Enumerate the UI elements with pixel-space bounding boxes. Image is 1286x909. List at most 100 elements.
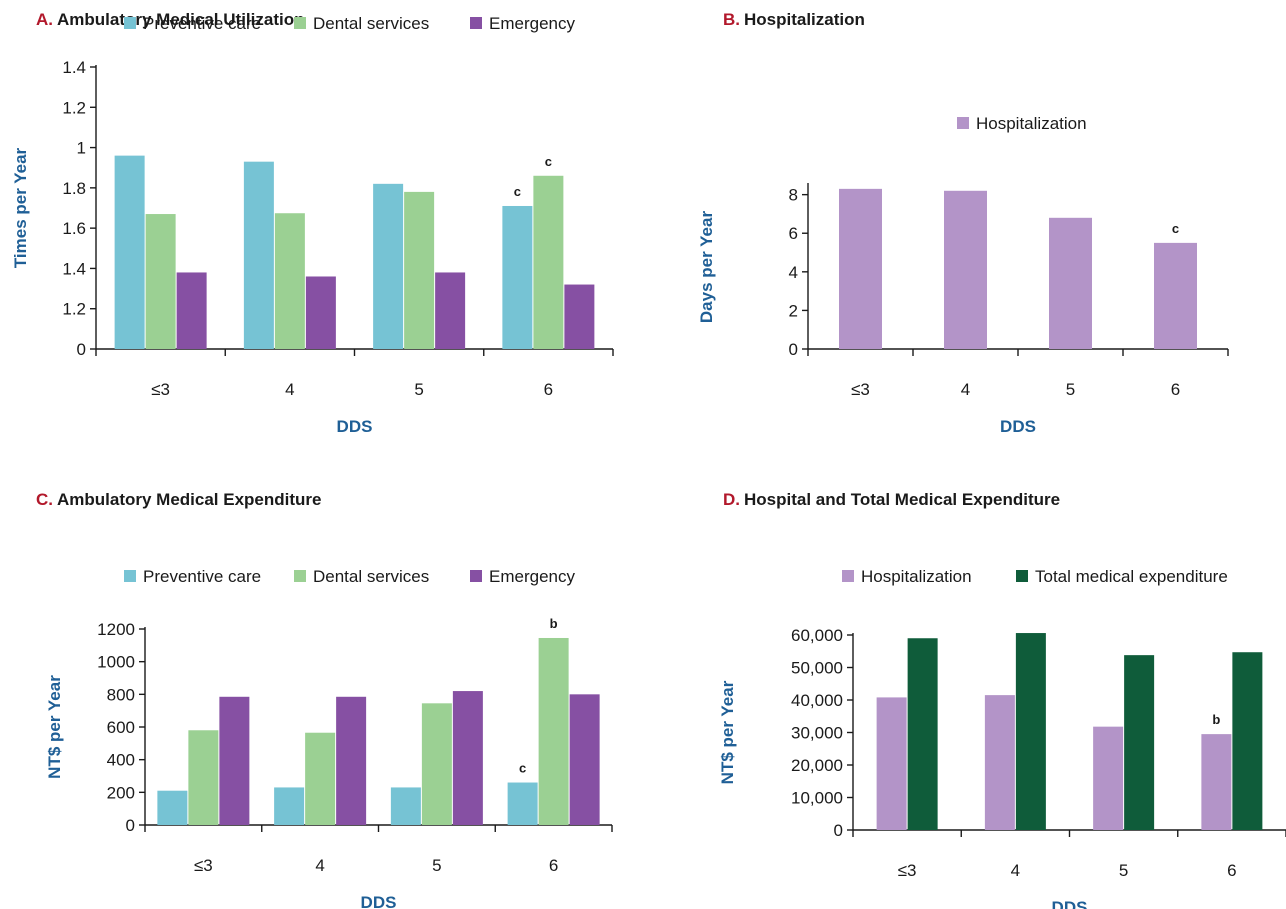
panel-c-legend-label-3: Emergency bbox=[489, 567, 575, 586]
panel-c-title: C. Ambulatory Medical Expenditure bbox=[36, 490, 322, 509]
panel-b-category-label: 6 bbox=[1171, 380, 1180, 399]
panel-a-category-label: 5 bbox=[414, 380, 423, 399]
panel-d-ytick-label: 10,000 bbox=[791, 789, 843, 808]
panel-c-significance-mark: c bbox=[519, 761, 526, 776]
panel-d-category-label: ≤3 bbox=[898, 861, 917, 880]
panel-d-bar-1-3 bbox=[1093, 726, 1124, 830]
panel-d-category-label: 5 bbox=[1119, 861, 1128, 880]
panel-b-category-label: ≤3 bbox=[851, 380, 870, 399]
panel-d-ytick-label: 30,000 bbox=[791, 724, 843, 743]
panel-d-category-label: 6 bbox=[1227, 861, 1236, 880]
panel-b-bar-1-1 bbox=[839, 188, 882, 349]
panel-a-ytick-label: 0 bbox=[77, 340, 86, 359]
panel-d-letter: D. bbox=[723, 490, 740, 509]
panel-d-significance-mark: b bbox=[1212, 712, 1220, 727]
panel-d-legend-label-2: Total medical expenditure bbox=[1035, 567, 1228, 586]
panel-c-ytick-label: 800 bbox=[107, 685, 135, 704]
panel-a-bar-3-1 bbox=[176, 272, 207, 349]
panel-c-ytick-label: 400 bbox=[107, 751, 135, 770]
panel-c-bar-2-1 bbox=[188, 730, 219, 825]
panel-b-category-label: 4 bbox=[961, 380, 970, 399]
panel-b-ytick-label: 0 bbox=[789, 340, 798, 359]
panel-c-category-label: 5 bbox=[432, 856, 441, 875]
panel-b-bar-1-4 bbox=[1154, 242, 1197, 349]
panel-a-bar-3-3 bbox=[435, 272, 466, 349]
panel-b-bar-1-2 bbox=[944, 190, 987, 349]
panel-d-bar-2-4 bbox=[1232, 652, 1263, 830]
panel-c-legend-swatch-3 bbox=[470, 570, 482, 582]
panel-a-ytick-label: 1.2 bbox=[62, 98, 86, 117]
panel-a-x-axis-title: DDS bbox=[337, 417, 373, 436]
panel-a-legend-label-2: Dental services bbox=[313, 14, 429, 33]
panel-d-ytick-label: 60,000 bbox=[791, 626, 843, 645]
panel-c-bar-1-1 bbox=[157, 790, 188, 825]
panel-a-letter: A. bbox=[36, 10, 53, 29]
panel-a-category-label: ≤3 bbox=[151, 380, 170, 399]
panel-c-bar-1-3 bbox=[390, 787, 421, 825]
panel-c-x-axis-title: DDS bbox=[361, 893, 397, 909]
panel-b-legend-swatch-1 bbox=[957, 117, 969, 129]
panel-d: D. Hospital and Total Medical Expenditure… bbox=[718, 490, 1286, 909]
panel-c-ytick-label: 600 bbox=[107, 718, 135, 737]
panel-a-ytick-label: 1 bbox=[77, 139, 86, 158]
panel-a-y-axis-title: Times per Year bbox=[11, 147, 30, 268]
panel-d-bar-1-1 bbox=[876, 697, 907, 830]
panel-a-bar-3-2 bbox=[305, 276, 336, 349]
panel-d-ytick-label: 50,000 bbox=[791, 659, 843, 678]
panel-d-bar-1-4 bbox=[1201, 734, 1232, 830]
panel-d-title-text: Hospital and Total Medical Expenditure bbox=[744, 490, 1060, 509]
panel-c-category-label: ≤3 bbox=[194, 856, 213, 875]
panel-a: A. Ambulatory Medical UtilizationPreventi… bbox=[11, 10, 614, 436]
panel-d-legend-label-1: Hospitalization bbox=[861, 567, 972, 586]
panel-c-bar-3-2 bbox=[336, 696, 367, 825]
panel-b-ytick-label: 4 bbox=[789, 263, 798, 282]
panel-c-category-label: 4 bbox=[315, 856, 324, 875]
panel-a-bar-1-1 bbox=[114, 155, 145, 349]
panel-a-ytick-label: 1.6 bbox=[62, 219, 86, 238]
panel-d-x-axis-title: DDS bbox=[1052, 898, 1088, 909]
panel-c-legend-label-1: Preventive care bbox=[143, 567, 261, 586]
panel-d-ytick-label: 0 bbox=[834, 821, 843, 840]
panel-c-category-label: 6 bbox=[549, 856, 558, 875]
panel-c-legend-swatch-2 bbox=[294, 570, 306, 582]
panel-c-bar-2-3 bbox=[421, 703, 452, 825]
panel-c-y-axis-title: NT$ per Year bbox=[45, 675, 64, 779]
panel-c-ytick-label: 1200 bbox=[97, 620, 135, 639]
panel-b-ytick-label: 6 bbox=[789, 224, 798, 243]
panel-a-ytick-label: 1.4 bbox=[62, 259, 86, 278]
panel-c-letter: C. bbox=[36, 490, 53, 509]
panel-a-bar-2-3 bbox=[404, 191, 435, 349]
panel-b-x-axis-title: DDS bbox=[1000, 417, 1036, 436]
panel-d-category-label: 4 bbox=[1011, 861, 1020, 880]
panel-d-legend-swatch-2 bbox=[1016, 570, 1028, 582]
panel-a-legend-swatch-3 bbox=[470, 17, 482, 29]
panel-b-bar-1-3 bbox=[1049, 217, 1092, 349]
panel-d-ytick-label: 20,000 bbox=[791, 756, 843, 775]
panel-a-category-label: 6 bbox=[544, 380, 553, 399]
panel-a-ytick-label: 1.8 bbox=[62, 179, 86, 198]
panel-a-significance-mark: c bbox=[545, 154, 552, 169]
panel-d-bar-2-3 bbox=[1124, 655, 1155, 830]
panel-a-significance-mark: c bbox=[514, 184, 521, 199]
panel-b-ytick-label: 2 bbox=[789, 301, 798, 320]
panel-a-ytick-label: 1.4 bbox=[62, 58, 86, 77]
panel-c: C. Ambulatory Medical Expenditure Preventi… bbox=[36, 490, 613, 909]
panel-c-bar-1-4 bbox=[507, 782, 538, 825]
panel-d-legend-swatch-1 bbox=[842, 570, 854, 582]
panel-d-y-axis-title: NT$ per Year bbox=[718, 680, 737, 784]
panel-d-bar-2-1 bbox=[907, 638, 938, 830]
panel-a-category-label: 4 bbox=[285, 380, 294, 399]
panel-d-ytick-label: 40,000 bbox=[791, 691, 843, 710]
panel-a-bar-1-2 bbox=[243, 161, 274, 349]
panel-c-bar-3-1 bbox=[219, 696, 250, 825]
panel-d-bar-1-2 bbox=[984, 695, 1015, 830]
panel-a-title: A. Ambulatory Medical Utilization bbox=[36, 10, 304, 29]
panel-a-bar-3-4 bbox=[564, 284, 595, 349]
panel-a-bar-1-3 bbox=[373, 183, 404, 349]
panel-a-legend-swatch-2 bbox=[294, 17, 306, 29]
panel-c-ytick-label: 200 bbox=[107, 783, 135, 802]
panel-b-legend-label-1: Hospitalization bbox=[976, 114, 1087, 133]
panel-b-ytick-label: 8 bbox=[789, 186, 798, 205]
